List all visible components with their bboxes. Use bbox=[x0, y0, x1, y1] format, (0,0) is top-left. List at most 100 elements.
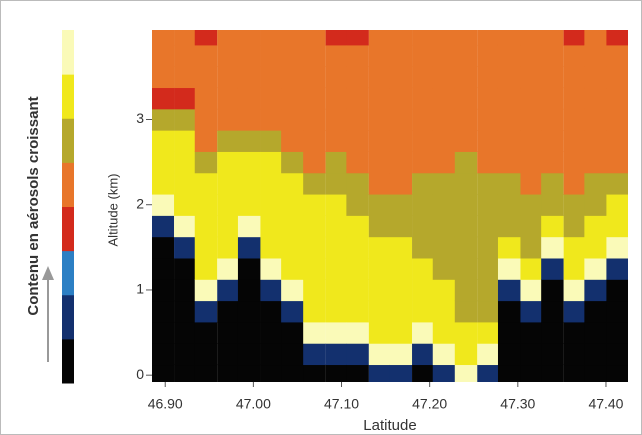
heatmap-cell bbox=[520, 364, 543, 382]
heatmap-cell bbox=[260, 87, 283, 110]
heatmap-cell bbox=[520, 108, 543, 131]
heatmap-cell bbox=[563, 215, 586, 238]
heatmap-cell bbox=[303, 172, 326, 195]
heatmap-cell bbox=[368, 151, 391, 174]
heatmap-cell bbox=[477, 30, 499, 46]
heatmap-cell bbox=[281, 300, 304, 323]
colorbar-swatch bbox=[62, 118, 74, 163]
heatmap-cell bbox=[477, 87, 499, 110]
heatmap-cell bbox=[237, 236, 261, 259]
heatmap-cell bbox=[541, 300, 564, 323]
x-tick-label: 47.00 bbox=[236, 396, 271, 412]
heatmap-cell bbox=[563, 321, 586, 344]
heatmap-cell bbox=[432, 279, 456, 302]
heatmap-cell bbox=[217, 194, 239, 216]
colorbar-swatch bbox=[62, 250, 74, 296]
heatmap-cell bbox=[281, 194, 304, 216]
heatmap-cell bbox=[194, 300, 218, 323]
heatmap-cell bbox=[584, 321, 607, 344]
heatmap-cell bbox=[152, 87, 175, 110]
heatmap-cell bbox=[237, 343, 261, 366]
heatmap-cell bbox=[606, 194, 628, 216]
heatmap-cell bbox=[260, 194, 283, 216]
heatmap-cell bbox=[152, 343, 175, 366]
heatmap-cell bbox=[477, 66, 499, 89]
heatmap-cell bbox=[368, 300, 391, 323]
heatmap-cell bbox=[454, 194, 478, 216]
colorbar-label: Contenu en aérosols croissant bbox=[25, 96, 42, 315]
heatmap-cell bbox=[346, 130, 369, 152]
heatmap-cell bbox=[325, 321, 348, 344]
heatmap-cell bbox=[497, 236, 521, 259]
heatmap-cell bbox=[497, 279, 521, 302]
heatmap-cell bbox=[237, 300, 261, 323]
heatmap-cell bbox=[584, 279, 607, 302]
heatmap-cell bbox=[412, 108, 434, 131]
heatmap-cell bbox=[454, 108, 478, 131]
heatmap-cell bbox=[541, 44, 564, 67]
heatmap-cell bbox=[497, 44, 521, 67]
heatmap-cell bbox=[497, 215, 521, 238]
heatmap-cell bbox=[541, 257, 564, 280]
heatmap-cell bbox=[346, 215, 369, 238]
heatmap-cell bbox=[152, 300, 175, 323]
heatmap-cell bbox=[497, 30, 521, 46]
heatmap-cell bbox=[563, 300, 586, 323]
heatmap-cell bbox=[152, 215, 175, 238]
heatmap-cell bbox=[281, 279, 304, 302]
heatmap-cell bbox=[217, 321, 239, 344]
heatmap-cell bbox=[432, 343, 456, 366]
heatmap-cell bbox=[174, 172, 196, 195]
heatmap-cell bbox=[237, 172, 261, 195]
heatmap-cell bbox=[281, 215, 304, 238]
heatmap-cell bbox=[606, 151, 628, 174]
heatmap-cell bbox=[346, 66, 369, 89]
heatmap-cell bbox=[584, 151, 607, 174]
x-tick-label: 47.20 bbox=[412, 396, 447, 412]
heatmap-cell bbox=[281, 343, 304, 366]
heatmap-cell bbox=[389, 257, 413, 280]
heatmap-cell bbox=[217, 30, 239, 46]
heatmap-cell bbox=[152, 236, 175, 259]
y-axis-label: Altitude (km) bbox=[105, 174, 120, 247]
heatmap-cell bbox=[477, 300, 499, 323]
colorbar-swatch bbox=[62, 338, 74, 384]
heatmap-cell bbox=[520, 130, 543, 152]
heatmap-cell bbox=[606, 364, 628, 382]
heatmap-cell bbox=[303, 257, 326, 280]
heatmap-cell bbox=[454, 44, 478, 67]
heatmap-cell bbox=[541, 194, 564, 216]
heatmap-cell bbox=[325, 151, 348, 174]
heatmap-cell bbox=[325, 108, 348, 131]
heatmap-cell bbox=[454, 279, 478, 302]
heatmap-cell bbox=[346, 172, 369, 195]
heatmap-cell bbox=[541, 30, 564, 46]
heatmap-cell bbox=[325, 130, 348, 152]
heatmap-cell bbox=[389, 300, 413, 323]
heatmap-cell bbox=[389, 279, 413, 302]
heatmap-cell bbox=[174, 364, 196, 382]
heatmap-cell bbox=[281, 172, 304, 195]
heatmap-cell bbox=[303, 87, 326, 110]
heatmap-cell bbox=[325, 215, 348, 238]
heatmap-cell bbox=[260, 44, 283, 67]
heatmap-cell bbox=[432, 30, 456, 46]
heatmap-cell bbox=[497, 66, 521, 89]
heatmap-cell bbox=[584, 44, 607, 67]
heatmap-cell bbox=[563, 30, 586, 46]
heatmap-cell bbox=[194, 194, 218, 216]
heatmap-cell bbox=[412, 194, 434, 216]
heatmap-cell bbox=[368, 66, 391, 89]
heatmap-cell bbox=[477, 279, 499, 302]
heatmap-cell bbox=[217, 108, 239, 131]
heatmap-cell bbox=[217, 66, 239, 89]
heatmap-cell bbox=[152, 257, 175, 280]
heatmap-cell bbox=[520, 257, 543, 280]
heatmap-cell bbox=[606, 321, 628, 344]
heatmap-cell bbox=[174, 279, 196, 302]
heatmap-cell bbox=[152, 66, 175, 89]
heatmap-cell bbox=[541, 321, 564, 344]
heatmap-cell bbox=[260, 236, 283, 259]
heatmap-cell bbox=[152, 172, 175, 195]
heatmap-cell bbox=[194, 108, 218, 131]
